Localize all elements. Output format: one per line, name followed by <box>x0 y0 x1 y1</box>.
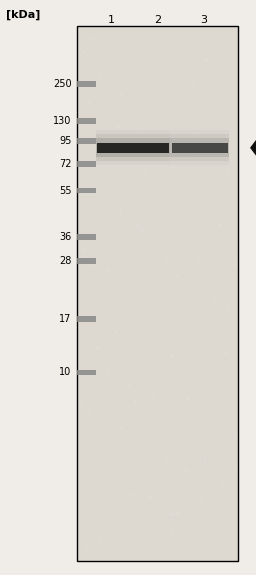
Text: 28: 28 <box>59 256 72 266</box>
Bar <box>77 118 96 124</box>
Bar <box>77 234 96 240</box>
FancyBboxPatch shape <box>97 143 169 152</box>
Text: 10: 10 <box>59 367 72 377</box>
Bar <box>77 187 96 193</box>
Text: 130: 130 <box>53 116 72 126</box>
FancyBboxPatch shape <box>170 139 229 157</box>
FancyBboxPatch shape <box>96 135 170 161</box>
FancyBboxPatch shape <box>170 135 229 161</box>
FancyBboxPatch shape <box>172 143 228 152</box>
Text: 1: 1 <box>108 15 115 25</box>
Text: 95: 95 <box>59 136 72 146</box>
Bar <box>77 370 96 375</box>
Text: [kDa]: [kDa] <box>6 9 40 20</box>
Text: 55: 55 <box>59 186 72 196</box>
Bar <box>77 81 96 86</box>
Bar <box>77 161 96 167</box>
Text: 17: 17 <box>59 314 72 324</box>
FancyBboxPatch shape <box>96 139 170 157</box>
Text: 2: 2 <box>154 15 161 25</box>
Text: 72: 72 <box>59 159 72 169</box>
Bar <box>77 316 96 322</box>
Polygon shape <box>251 135 256 160</box>
Text: 250: 250 <box>53 79 72 89</box>
Text: 3: 3 <box>200 15 207 25</box>
Bar <box>77 258 96 264</box>
Bar <box>77 138 96 144</box>
FancyBboxPatch shape <box>77 26 238 561</box>
Text: 36: 36 <box>59 232 72 242</box>
